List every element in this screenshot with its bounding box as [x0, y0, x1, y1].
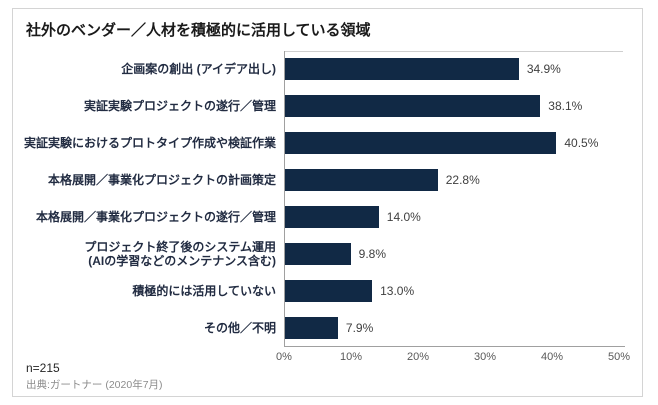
x-axis-tick-label: 40%	[540, 351, 564, 363]
y-axis-line	[284, 51, 285, 346]
bar-value-label: 40.5%	[564, 136, 599, 151]
bar-value-label: 13.0%	[380, 283, 415, 298]
source-note: 出典:ガートナー (2020年7月)	[26, 379, 163, 391]
bar-value-label: 34.9%	[526, 62, 561, 77]
bar	[285, 316, 338, 339]
chart-row: 本格展開／事業化プロジェクトの遂行／管理 14.0%	[13, 199, 642, 236]
category-label: 実証実験におけるプロトタイプ作成や検証作業	[23, 136, 276, 151]
bar-value-label: 9.8%	[358, 246, 387, 261]
bar	[285, 169, 438, 192]
x-axis-tick-label: 50%	[607, 351, 631, 363]
bar-value-label: 14.0%	[386, 209, 421, 224]
chart-row: プロジェクト終了後のシステム運用 (AIの学習などのメンテナンス含む) 9.8%	[13, 235, 642, 272]
x-axis-tick-label: 30%	[473, 351, 497, 363]
category-label: プロジェクト終了後のシステム運用 (AIの学習などのメンテナンス含む)	[84, 239, 276, 268]
category-label: 実証実験プロジェクトの遂行／管理	[83, 99, 276, 114]
x-axis-tick-label: 0%	[276, 351, 292, 363]
bar-value-label: 7.9%	[345, 320, 374, 335]
category-label: 企画案の創出 (アイデア出し)	[121, 62, 276, 77]
chart-row: 積極的には活用していない 13.0%	[13, 272, 642, 309]
bar	[285, 95, 541, 118]
bar	[285, 279, 373, 302]
plot-top-border	[284, 51, 623, 52]
x-axis-line	[284, 346, 625, 347]
bar	[285, 132, 557, 155]
bar	[285, 205, 379, 228]
chart-frame: 社外のベンダー／人材を積極的に活用している領域 企画案の創出 (アイデア出し) 3…	[12, 8, 643, 397]
category-label: 積極的には活用していない	[132, 283, 276, 298]
bar	[285, 58, 519, 81]
category-label: 本格展開／事業化プロジェクトの計画策定	[47, 173, 276, 188]
chart-row: 企画案の創出 (アイデア出し) 34.9%	[13, 51, 642, 88]
category-label: その他／不明	[203, 320, 276, 335]
x-axis-tick-label: 10%	[339, 351, 363, 363]
chart-title: 社外のベンダー／人材を積極的に活用している領域	[26, 22, 371, 39]
category-label: 本格展開／事業化プロジェクトの遂行／管理	[35, 209, 276, 224]
bar-value-label: 22.8%	[445, 173, 480, 188]
chart-row: 実証実験におけるプロトタイプ作成や検証作業 40.5%	[13, 125, 642, 162]
chart-row: 実証実験プロジェクトの遂行／管理 38.1%	[13, 88, 642, 125]
bar	[285, 242, 351, 265]
x-axis-tick-label: 20%	[406, 351, 430, 363]
chart-row: 本格展開／事業化プロジェクトの計画策定 22.8%	[13, 162, 642, 199]
sample-size: n=215	[26, 361, 60, 375]
chart-row: その他／不明 7.9%	[13, 309, 642, 346]
bar-value-label: 38.1%	[548, 99, 583, 114]
